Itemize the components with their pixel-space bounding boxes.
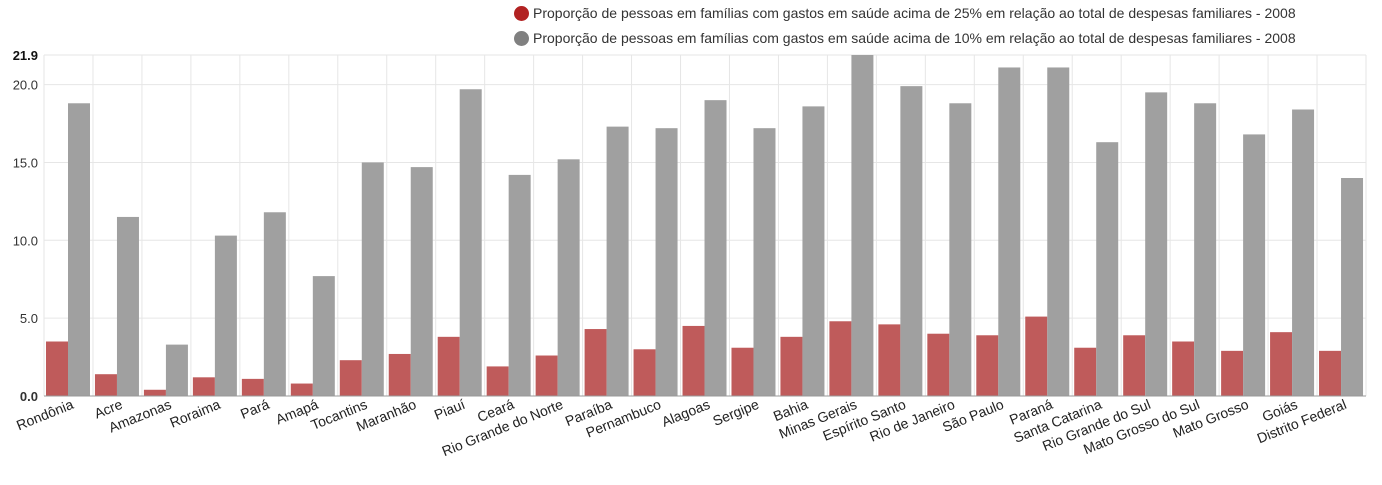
bar-10pct[interactable] [1047, 67, 1070, 397]
bar-25pct[interactable] [1319, 350, 1342, 396]
bar-10pct[interactable] [851, 55, 874, 396]
bar-25pct[interactable] [1074, 347, 1097, 396]
bar-25pct[interactable] [731, 347, 754, 396]
bar-10pct[interactable] [753, 128, 776, 396]
x-tick-label: Piauí [432, 396, 468, 423]
bar-25pct[interactable] [1270, 332, 1293, 396]
bar-25pct[interactable] [437, 336, 460, 396]
y-tick-label: 5.0 [20, 311, 38, 326]
bar-25pct[interactable] [339, 360, 362, 396]
y-tick-label: 0.0 [20, 389, 38, 404]
bar-25pct[interactable] [878, 324, 901, 396]
y-tick-label: 20.0 [13, 78, 38, 93]
bar-10pct[interactable] [459, 89, 482, 396]
bar-25pct[interactable] [780, 336, 803, 396]
legend-label-10pct: Proporção de pessoas em famílias com gas… [533, 30, 1296, 46]
bar-10pct[interactable] [557, 159, 580, 396]
bar-25pct[interactable] [241, 378, 264, 396]
bar-10pct[interactable] [361, 162, 384, 396]
bar-25pct[interactable] [1025, 316, 1048, 396]
bar-10pct[interactable] [1292, 109, 1315, 397]
y-tick-label: 15.0 [13, 155, 38, 170]
bar-25pct[interactable] [192, 377, 215, 396]
bar-10pct[interactable] [214, 235, 237, 396]
bar-10pct[interactable] [949, 103, 972, 396]
bar-10pct[interactable] [606, 126, 629, 396]
x-tick-label: Sergipe [710, 396, 761, 429]
bar-10pct[interactable] [1145, 92, 1168, 396]
bar-10pct[interactable] [998, 67, 1021, 397]
grid-lines [43, 54, 1367, 397]
bar-25pct[interactable] [1221, 350, 1244, 396]
legend-swatch-gray [514, 30, 529, 46]
bar-10pct[interactable] [802, 106, 825, 397]
bar-25pct[interactable] [682, 325, 705, 396]
x-tick-label: Pará [238, 396, 272, 422]
x-tick-label: Roraima [167, 396, 222, 431]
bar-25pct[interactable] [927, 333, 950, 396]
legend-item-10pct[interactable]: Proporção de pessoas em famílias com gas… [514, 27, 1296, 49]
x-tick-label: Alagoas [659, 396, 712, 430]
bar-25pct[interactable] [143, 389, 166, 396]
bar-10pct[interactable] [900, 86, 923, 397]
y-axis-labels: 0.0 5.0 10.0 15.0 20.0 21.9 [13, 48, 38, 404]
bar-25pct[interactable] [633, 349, 656, 396]
bar-25pct[interactable] [976, 335, 999, 396]
bar-25pct[interactable] [388, 353, 411, 396]
bar-25pct[interactable] [290, 383, 313, 396]
y-tick-label: 10.0 [13, 233, 38, 248]
bars [46, 55, 1364, 397]
chart-legend: Proporção de pessoas em famílias com gas… [514, 2, 1296, 52]
bar-25pct[interactable] [1172, 341, 1195, 396]
bar-10pct[interactable] [116, 216, 139, 396]
bar-10pct[interactable] [68, 103, 90, 396]
bar-25pct[interactable] [535, 355, 558, 396]
bar-10pct[interactable] [312, 276, 335, 396]
legend-label-25pct: Proporção de pessoas em famílias com gas… [533, 5, 1296, 21]
bar-10pct[interactable] [165, 344, 188, 396]
y-max-label: 21.9 [13, 48, 38, 63]
bar-10pct[interactable] [1243, 134, 1266, 397]
bar-10pct[interactable] [704, 100, 727, 397]
legend-swatch-red [514, 5, 529, 21]
bar-25pct[interactable] [94, 374, 117, 396]
bar-10pct[interactable] [1096, 142, 1119, 396]
bar-25pct[interactable] [46, 341, 68, 396]
bar-25pct[interactable] [584, 329, 607, 396]
bar-10pct[interactable] [508, 174, 531, 396]
bar-10pct[interactable] [263, 212, 286, 396]
bar-25pct[interactable] [486, 366, 509, 396]
bar-10pct[interactable] [1341, 178, 1364, 396]
bar-10pct[interactable] [410, 167, 433, 396]
bar-25pct[interactable] [829, 321, 852, 396]
bar-10pct[interactable] [1194, 103, 1217, 396]
bar-10pct[interactable] [655, 128, 678, 396]
bar-25pct[interactable] [1123, 335, 1146, 396]
legend-item-25pct[interactable]: Proporção de pessoas em famílias com gas… [514, 2, 1296, 24]
